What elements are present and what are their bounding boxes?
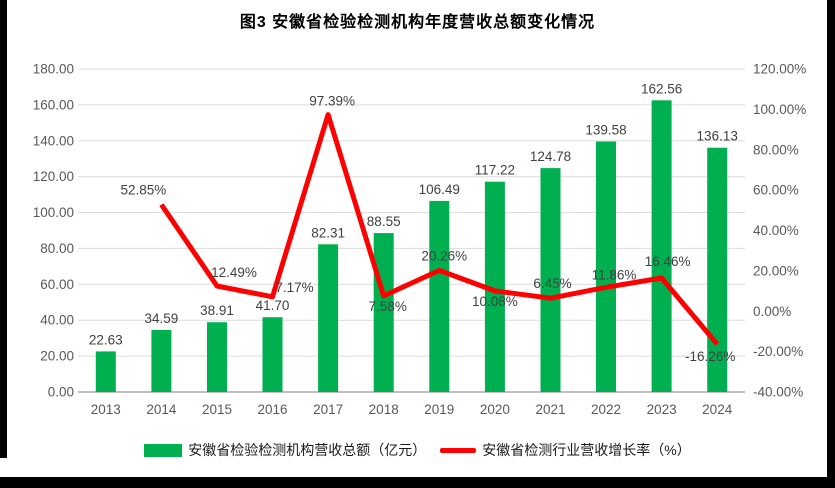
y-axis-label-left: 0.00	[48, 385, 74, 400]
line-value-label: 20.26%	[421, 248, 467, 263]
x-axis-label: 2016	[257, 402, 287, 417]
bar	[429, 200, 450, 392]
combo-chart: 180.00 160.00 140.00 120.00 100.00 80.00 60.00…	[33, 62, 807, 418]
bar	[95, 351, 116, 392]
bar	[207, 322, 227, 392]
x-axis-label: 2017	[313, 402, 343, 417]
y-axis-label-left: 140.00	[33, 133, 74, 148]
bar-value-label: 124.78	[530, 149, 571, 164]
line-value-label: 97.39%	[309, 94, 355, 109]
line-value-label: 11.86%	[592, 267, 637, 282]
line-value-label: 16.46%	[645, 254, 691, 269]
bar-value-label: 117.22	[475, 163, 515, 178]
chart-title: 图3 安徽省检验检测机构年度营收总额变化情况	[239, 14, 596, 31]
line-value-label: 7.17%	[275, 280, 313, 295]
screenshot-border-left	[0, 0, 7, 458]
legend-label-revenue: 安徽省检验检测机构营收总额（亿元）	[188, 442, 427, 458]
bar-value-label: 136.13	[697, 129, 738, 144]
x-axis-label: 2020	[480, 402, 510, 417]
line-value-label: 10.08%	[472, 294, 518, 309]
bar-value-label: 41.70	[256, 298, 290, 313]
y-axis-label-right: -20.00%	[753, 344, 803, 359]
line-value-label: 6.45%	[533, 276, 571, 291]
y-axis-label-right: 80.00%	[753, 142, 799, 157]
growth-line	[159, 112, 720, 346]
x-axis-label: 2021	[535, 402, 565, 417]
y-axis-label-right: 40.00%	[753, 223, 799, 238]
y-axis-label-left: 40.00	[40, 313, 74, 328]
y-axis-label-left: 160.00	[33, 97, 74, 112]
bar-value-label: 162.56	[641, 81, 682, 96]
y-axis-label-right: 100.00%	[753, 102, 806, 117]
legend-item-revenue: 安徽省检验检测机构营收总额（亿元）	[144, 440, 426, 460]
x-axis-label: 2014	[146, 402, 177, 417]
y-axis-label-right: 0.00%	[753, 304, 791, 319]
bar-value-label: 38.91	[200, 303, 234, 318]
x-axis-label: 2024	[702, 402, 733, 417]
bar	[151, 329, 172, 392]
line-series-swatch-icon	[440, 447, 477, 453]
y-axis-label-left: 180.00	[33, 62, 74, 77]
y-axis-label-right: -40.00%	[753, 385, 803, 400]
line-value-label: 52.85%	[121, 183, 167, 198]
screenshot-border-bottom	[0, 477, 835, 488]
x-axis-label: 2018	[369, 402, 399, 417]
y-axis-label-right: 120.00%	[753, 62, 806, 77]
line-value-label: -16.26%	[685, 349, 735, 364]
bar	[707, 147, 728, 392]
line-value-label: 12.49%	[211, 265, 257, 280]
x-axis-label: 2019	[424, 402, 454, 417]
y-axis-label-left: 60.00	[40, 277, 74, 292]
y-axis-label-left: 100.00	[33, 205, 74, 220]
x-axis-label: 2013	[91, 402, 121, 417]
bar-value-label: 139.58	[585, 123, 626, 138]
y-axis-label-left: 20.00	[40, 349, 74, 364]
screenshot-border-right	[827, 0, 835, 488]
y-axis-label-right: 20.00%	[753, 263, 799, 278]
y-axis-label-right: 60.00%	[753, 183, 799, 198]
line-value-label: 7.58%	[369, 299, 407, 314]
bar-series-swatch-icon	[144, 443, 183, 457]
bar-value-label: 82.31	[311, 225, 345, 240]
bar-value-label: 22.63	[89, 332, 123, 347]
x-axis-label: 2023	[647, 402, 677, 417]
legend-label-growth: 安徽省检测行业营收增长率（%）	[482, 442, 691, 458]
y-axis-label-left: 120.00	[33, 169, 74, 184]
bar	[540, 168, 561, 392]
bar	[596, 141, 616, 392]
bar-value-label: 34.59	[145, 311, 179, 326]
bar	[484, 181, 505, 392]
bar-value-label: 106.49	[419, 182, 460, 197]
legend-item-growth: 安徽省检测行业营收增长率（%）	[440, 440, 691, 460]
bar-value-label: 88.55	[367, 214, 401, 229]
x-axis-label: 2015	[202, 402, 232, 417]
bar	[651, 100, 672, 393]
bar	[318, 244, 339, 392]
bar	[262, 317, 283, 392]
y-axis-label-left: 80.00	[40, 241, 74, 256]
x-axis-label: 2022	[591, 402, 621, 417]
chart-legend: 安徽省检验检测机构营收总额（亿元） 安徽省检测行业营收增长率（%）	[0, 440, 835, 460]
